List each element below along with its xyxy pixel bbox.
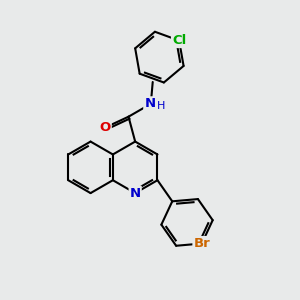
Text: N: N [144,97,155,110]
Text: N: N [130,187,141,200]
Text: Cl: Cl [172,34,186,47]
Text: Br: Br [194,237,210,250]
Text: H: H [157,101,166,111]
Text: O: O [100,121,111,134]
